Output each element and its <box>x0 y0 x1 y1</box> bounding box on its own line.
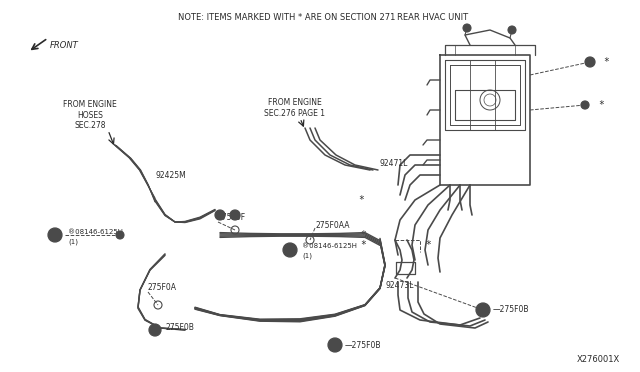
Text: X276001X: X276001X <box>577 356 620 365</box>
Circle shape <box>116 231 124 239</box>
Circle shape <box>230 210 240 220</box>
Text: *: * <box>425 240 431 250</box>
Text: *: * <box>598 100 604 110</box>
Circle shape <box>215 210 225 220</box>
Text: (1): (1) <box>302 253 312 259</box>
Circle shape <box>283 243 297 257</box>
Text: 275F0F: 275F0F <box>218 214 246 222</box>
Text: 275F0AA: 275F0AA <box>315 221 349 230</box>
Circle shape <box>463 24 471 32</box>
Text: 275F0B: 275F0B <box>165 324 194 333</box>
Circle shape <box>328 338 342 352</box>
Text: 92425M: 92425M <box>155 170 186 180</box>
Text: REAR HVAC UNIT: REAR HVAC UNIT <box>397 13 468 22</box>
Text: 275F0A: 275F0A <box>148 283 177 292</box>
Text: 92473L: 92473L <box>385 280 413 289</box>
Text: ®08146-6125H: ®08146-6125H <box>302 243 357 249</box>
Circle shape <box>581 101 589 109</box>
Text: NOTE: ITEMS MARKED WITH * ARE ON SECTION 271: NOTE: ITEMS MARKED WITH * ARE ON SECTION… <box>178 13 396 22</box>
Text: (1): (1) <box>68 239 78 245</box>
Text: —275F0B: —275F0B <box>493 305 529 314</box>
Text: —275F0B: —275F0B <box>345 340 381 350</box>
Text: 92471L: 92471L <box>380 158 408 167</box>
Text: ®08146-6125H: ®08146-6125H <box>68 229 123 235</box>
Text: *: * <box>360 240 366 250</box>
Text: *: * <box>603 57 609 67</box>
Circle shape <box>149 324 161 336</box>
Text: FRONT: FRONT <box>50 41 79 49</box>
Text: *: * <box>360 230 366 240</box>
Text: FROM ENGINE
SEC.276 PAGE 1: FROM ENGINE SEC.276 PAGE 1 <box>264 98 326 118</box>
Circle shape <box>476 303 490 317</box>
Text: *: * <box>358 195 364 205</box>
Circle shape <box>508 26 516 34</box>
Circle shape <box>48 228 62 242</box>
Text: FROM ENGINE
HOSES
SEC.278: FROM ENGINE HOSES SEC.278 <box>63 100 117 130</box>
Circle shape <box>585 57 595 67</box>
